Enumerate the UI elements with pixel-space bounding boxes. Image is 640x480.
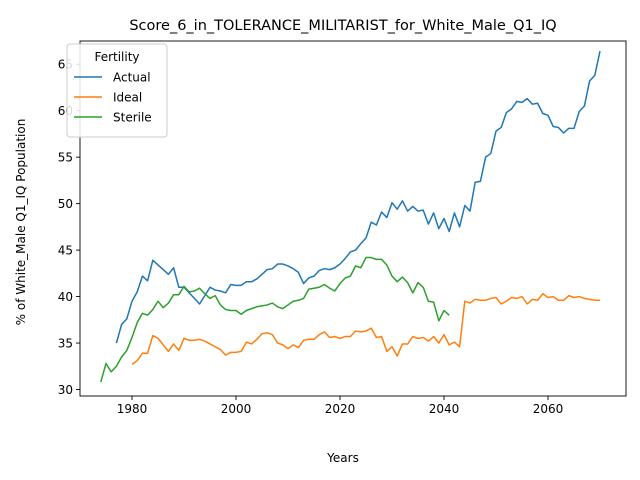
legend-label-ideal: Ideal [113,91,142,105]
x-tick-label: 2000 [221,402,252,416]
y-tick-label: 35 [58,337,73,351]
chart-title: Score_6_in_TOLERANCE_MILITARIST_for_Whit… [129,18,556,34]
series-line-sterile [100,256,450,383]
x-tick-label: 2040 [429,402,460,416]
x-tick-label: 1980 [117,402,148,416]
series-layer [100,51,601,383]
legend-entries: Actual Ideal Sterile [74,71,152,125]
y-tick-label: 55 [58,151,73,165]
legend-box [66,43,168,138]
y-tick-label: 40 [58,290,73,304]
x-axis-label: Years [326,451,359,465]
series-line-ideal [131,293,600,366]
y-tick-label: 30 [58,383,73,397]
x-tick-label: 2060 [533,402,564,416]
x-axis: 1980 2000 2020 2040 2060 [117,396,564,416]
legend: Fertility Actual Ideal Sterile [66,43,168,138]
y-axis-label: % of White_Male Q1_IQ Population [14,119,28,326]
y-tick-label: 45 [58,244,73,258]
series-line-actual [115,51,601,344]
y-tick-label: 50 [58,197,73,211]
legend-label-actual: Actual [113,71,151,85]
legend-title: Fertility [94,50,139,64]
x-tick-label: 2020 [325,402,356,416]
plot-frame [79,40,627,397]
legend-label-sterile: Sterile [113,111,152,125]
